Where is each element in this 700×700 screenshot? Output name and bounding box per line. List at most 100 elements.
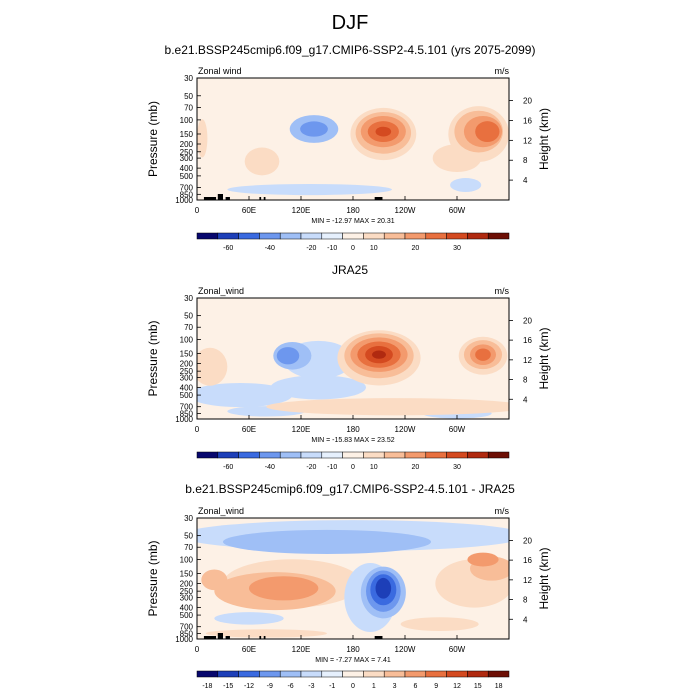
pressure-tick-label: 250 <box>180 148 194 157</box>
colorbar-swatch <box>321 232 343 240</box>
colorbar-swatch <box>259 232 281 240</box>
colorbar-swatch <box>342 670 364 678</box>
colorbar-label: 12 <box>453 683 461 690</box>
page-title: DJF <box>331 12 369 34</box>
y-axis-label-left: Pressure (mb) <box>146 101 160 177</box>
height-tick-label: 16 <box>523 116 532 125</box>
height-tick-label: 4 <box>523 395 528 404</box>
x-tick-label: 0 <box>195 206 200 215</box>
x-tick-label: 60E <box>242 425 256 434</box>
height-tick-label: 12 <box>523 356 532 365</box>
pressure-tick-label: 50 <box>184 312 193 321</box>
colorbar-label: 30 <box>453 245 461 252</box>
pressure-tick-label: 30 <box>184 294 193 303</box>
x-tick-label: 0 <box>195 425 200 434</box>
stats-label: MIN = -7.27 MAX = 7.41 <box>315 657 391 664</box>
pressure-tick-label: 500 <box>180 172 194 181</box>
pressure-tick-label: 300 <box>180 154 194 163</box>
stats-label: MIN = -15.83 MAX = 23.52 <box>311 437 394 444</box>
pressure-tick-label: 300 <box>180 593 194 602</box>
colorbar-swatch <box>487 451 510 459</box>
pressure-tick-label: 100 <box>180 116 194 125</box>
colorbar-swatch <box>238 670 260 678</box>
x-tick-label: 60W <box>449 206 466 215</box>
topography-mask <box>203 636 217 639</box>
x-tick-label: 180 <box>346 425 360 434</box>
panel-1-chart: Zonal wind m/s305070100150200250300400500… <box>146 66 551 252</box>
colorbar-swatch <box>383 232 406 240</box>
contour-field <box>197 106 509 200</box>
colorbar-label: -60 <box>223 245 233 252</box>
contour-region <box>375 577 392 599</box>
x-tick-label: 180 <box>346 206 360 215</box>
colorbar-swatch <box>467 232 489 240</box>
x-tick-label: 120W <box>395 206 416 215</box>
contour-region <box>270 375 367 400</box>
contour-region <box>372 350 386 359</box>
pressure-tick-label: 50 <box>184 532 193 541</box>
colorbar-label: -18 <box>202 683 212 690</box>
colorbar-label: -1 <box>329 683 335 690</box>
x-tick-label: 60E <box>242 206 256 215</box>
topography-mask <box>217 633 223 639</box>
height-tick-label: 20 <box>523 536 532 545</box>
topography-mask <box>259 636 262 639</box>
colorbar-swatch <box>300 232 323 240</box>
colorbar-label: -9 <box>267 683 273 690</box>
colorbar-label: 10 <box>370 464 378 471</box>
colorbar-label: -3 <box>308 683 314 690</box>
x-tick-label: 60E <box>242 645 256 654</box>
colorbar-label: 0 <box>351 464 355 471</box>
colorbar-label: 15 <box>474 683 482 690</box>
colorbar-label: 30 <box>453 464 461 471</box>
contour-region <box>300 121 328 137</box>
colorbar-swatch <box>279 670 302 678</box>
pressure-tick-label: 250 <box>180 587 194 596</box>
topography-mask <box>263 636 266 639</box>
contour-region <box>400 617 479 632</box>
height-tick-label: 12 <box>523 576 532 585</box>
height-tick-label: 12 <box>523 136 532 145</box>
contour-region <box>248 576 319 601</box>
units-label: m/s <box>495 506 510 516</box>
field-label: Zonal wind <box>198 66 242 76</box>
colorbar-swatch <box>300 451 323 459</box>
height-tick-label: 20 <box>523 97 532 106</box>
height-tick-label: 20 <box>523 316 532 325</box>
topography-mask <box>225 636 230 639</box>
x-tick-label: 60W <box>449 425 466 434</box>
colorbar-swatch <box>259 670 281 678</box>
colorbar-swatch <box>321 451 343 459</box>
units-label: m/s <box>495 66 510 76</box>
y-axis-label-left: Pressure (mb) <box>146 320 160 396</box>
pressure-tick-label: 400 <box>180 603 194 612</box>
height-tick-label: 8 <box>523 156 528 165</box>
colorbar-label: 6 <box>413 683 417 690</box>
y-axis-label-right: Height (km) <box>537 547 551 609</box>
pressure-tick-label: 30 <box>184 74 193 83</box>
colorbar-swatch <box>425 451 447 459</box>
colorbar-swatch <box>363 232 385 240</box>
pressure-tick-label: 200 <box>180 579 194 588</box>
pressure-tick-label: 700 <box>180 403 194 412</box>
colorbar-label: 0 <box>351 683 355 690</box>
panel-2-title: JRA25 <box>331 263 369 277</box>
colorbar-label: 9 <box>434 683 438 690</box>
colorbar-label: -10 <box>327 245 337 252</box>
pressure-tick-label: 100 <box>180 556 194 565</box>
height-tick-label: 16 <box>523 556 532 565</box>
colorbar-swatch <box>383 451 406 459</box>
colorbar-label: 20 <box>412 245 420 252</box>
x-tick-label: 120E <box>292 425 311 434</box>
pressure-tick-label: 400 <box>180 164 194 173</box>
topography-mask <box>263 197 266 200</box>
colorbar-swatch <box>404 232 427 240</box>
colorbar-label: -40 <box>265 245 275 252</box>
colorbar-swatch <box>238 451 260 459</box>
colorbar-label: 10 <box>370 245 378 252</box>
contour-region <box>475 121 500 143</box>
pressure-tick-label: 500 <box>180 391 194 400</box>
colorbar-label: -60 <box>223 464 233 471</box>
height-tick-label: 4 <box>523 615 528 624</box>
